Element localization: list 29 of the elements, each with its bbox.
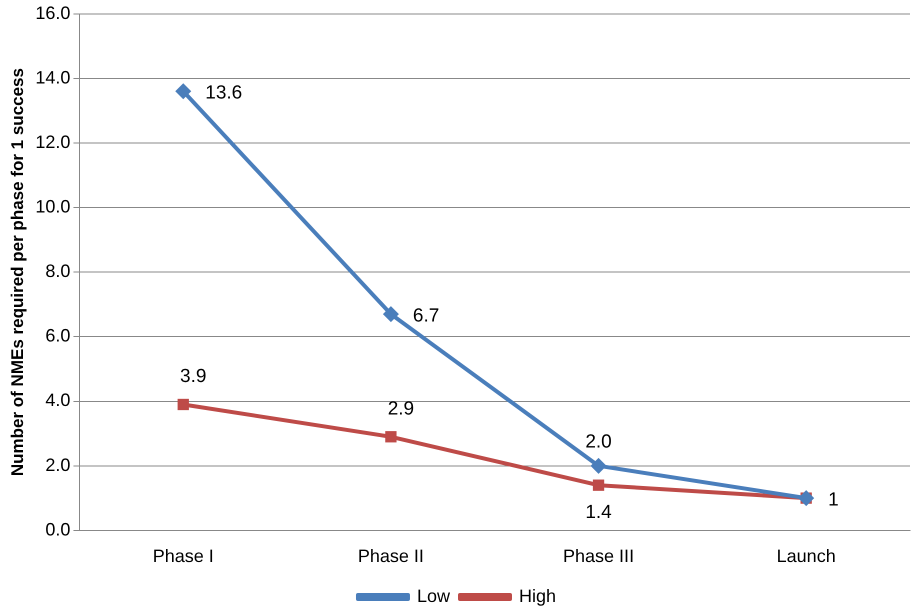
y-tick-label: 10.0: [35, 196, 70, 216]
x-tick-label: Phase I: [152, 546, 214, 566]
point: [178, 398, 189, 410]
x-tick-label: Launch: [776, 546, 836, 566]
point: [590, 458, 607, 474]
data-label: 1: [828, 489, 839, 510]
y-tick-label: 12.0: [35, 132, 70, 152]
data-label: 13.6: [205, 82, 242, 104]
y-tick-label: 8.0: [45, 261, 70, 282]
x-tick-label: Phase III: [563, 546, 634, 566]
y-tick-label: 16.0: [35, 2, 70, 23]
y-tick-label: 4.0: [45, 390, 70, 410]
point: [592, 480, 604, 491]
y-tick-label: 6.0: [45, 326, 70, 346]
point: [175, 83, 192, 100]
y-axis-title: Number of NMEs required per phase for 1 success: [8, 68, 27, 476]
legend-label: Low: [416, 586, 451, 606]
x-tick-label: Phase II: [358, 546, 424, 566]
point: [382, 306, 399, 322]
legend-label: High: [519, 586, 556, 606]
y-tick-label: 2.0: [45, 454, 70, 475]
y-tick-label: 0.0: [45, 519, 70, 540]
data-label: 2.9: [388, 398, 414, 420]
data-label: 3.9: [180, 366, 206, 388]
y-tick-label: 14.0: [35, 67, 70, 88]
data-label: 6.7: [412, 305, 440, 326]
data-label: 2.0: [585, 432, 612, 453]
data-label: 1.4: [585, 502, 612, 523]
point: [385, 431, 397, 442]
